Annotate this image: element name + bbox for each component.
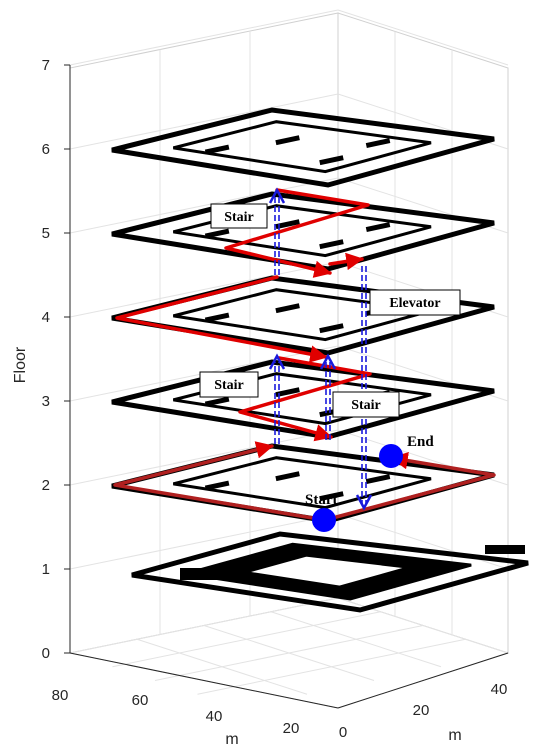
floor-1-wing-left: [180, 568, 225, 580]
z-tick-3: 3: [42, 393, 50, 410]
annotation-stair-upper-text: Stair: [224, 210, 254, 225]
floor-2-room-block-1: [275, 471, 300, 482]
grid-line-z-left-1: [69, 513, 339, 570]
y-axis-line: [337, 652, 509, 709]
grid-line-floor-b-1: [154, 625, 424, 681]
z-tick-4: 4: [42, 309, 50, 326]
floor-5-room-block-2: [365, 222, 391, 233]
x-tick-20: 20: [283, 720, 300, 737]
floor-2-corridor: [172, 456, 432, 510]
x-tick-60: 60: [132, 692, 149, 709]
annotation-stair-lower: Stair: [332, 391, 400, 418]
grid-line-z-left-2: [69, 429, 339, 486]
z-tick-1: 1: [42, 561, 50, 578]
y-tick-40: 40: [491, 681, 508, 698]
floor-6-room-block-2: [365, 138, 391, 149]
floor-4-room-block-1: [275, 303, 300, 314]
grid-line-z-right-5: [337, 177, 509, 234]
floor-6-room-block-1: [275, 135, 300, 146]
z-tick-5: 5: [42, 225, 50, 242]
grid-line-floor-b-2: [197, 638, 466, 695]
end-marker: [379, 444, 403, 468]
y-tick-0: 0: [339, 724, 347, 741]
grid-line-z-left-7: [69, 9, 339, 66]
stair-link-upper: [274, 196, 280, 275]
start-label: Start: [305, 492, 338, 508]
route-paths: [113, 188, 496, 522]
floor-plan-1: [131, 531, 529, 613]
arrow-down-elevator: [355, 494, 373, 511]
grid-line-z-right-7: [337, 9, 509, 66]
elevator-link: [361, 266, 367, 505]
floor-4-room-block-3: [319, 323, 344, 334]
z-axis: 0 1 2 3 4 5 6 7: [42, 57, 71, 662]
grid-line-z-left-5: [69, 177, 339, 234]
z-tick-2: 2: [42, 477, 50, 494]
grid-line-z-right-6: [337, 93, 509, 150]
arrow-up-stair-middle: [268, 353, 286, 370]
floor-5-room-block-1: [275, 219, 300, 230]
vertical-links: [274, 196, 367, 505]
z-tick-7: 7: [42, 57, 50, 74]
floor-6-room-block-0: [204, 144, 230, 155]
route-floor-2-right: [323, 451, 496, 522]
z-tick-0: 0: [42, 645, 50, 662]
annotation-stair-lower-text: Stair: [351, 398, 381, 413]
floor-6-corridor: [172, 120, 432, 174]
route-floor-3: [238, 356, 372, 442]
floor-6-outline: [111, 107, 495, 188]
y-tick-20: 20: [413, 702, 430, 719]
annotation-stair-middle: Stair: [199, 371, 259, 398]
floor-2-room-block-0: [204, 480, 230, 491]
annotation-stair-middle-text: Stair: [214, 378, 244, 393]
vertical-link-arrowheads: [268, 187, 373, 511]
x-axis-line: [69, 652, 339, 709]
route-floor-5-branch: [328, 252, 364, 271]
arrow-up-stair-upper: [268, 187, 286, 204]
start-marker: [312, 508, 336, 532]
floor-6-room-block-3: [319, 155, 344, 166]
stair-link-lower: [325, 362, 331, 440]
floor-1-outline: [131, 531, 529, 613]
grid-line-floor-a-2: [270, 611, 442, 668]
floor-5-room-block-3: [319, 239, 344, 250]
x-axis-label: m: [225, 731, 238, 748]
grid-line-z-left-4: [69, 261, 339, 318]
arrow-up-stair-lower: [319, 353, 337, 370]
annotation-stair-upper: Stair: [210, 203, 268, 229]
grid-line-z-right-3: [337, 345, 509, 402]
floor-3-room-block-0: [204, 396, 230, 407]
grid-line-z-left-6: [69, 93, 339, 150]
y-axis-ticks: 0 20 40: [339, 681, 508, 741]
floor-4-room-block-0: [204, 312, 230, 323]
floor-plan-6: [111, 107, 495, 188]
floor-3-room-block-1: [275, 387, 300, 398]
route-floor-4: [115, 275, 328, 363]
floor-2-room-block-2: [365, 474, 391, 485]
z-axis-label: Floor: [12, 346, 29, 383]
z-tick-6: 6: [42, 141, 50, 158]
floor-2-room-block-3: [319, 491, 344, 502]
floor-1-courtyard: [243, 553, 411, 589]
route-floor-5: [224, 188, 370, 278]
x-axis-ticks: 80 60 40 20: [52, 687, 300, 737]
x-tick-40: 40: [206, 708, 223, 725]
y-axis-label: m: [448, 727, 461, 744]
stair-link-middle: [274, 362, 280, 444]
annotation-elevator-text: Elevator: [389, 296, 440, 311]
floor-5-room-block-0: [204, 228, 230, 239]
floor-1-wing-right: [485, 545, 525, 554]
route-floor-2-left: [113, 441, 327, 522]
annotation-elevator: Elevator: [369, 289, 461, 316]
end-label: End: [407, 434, 434, 450]
x-tick-80: 80: [52, 687, 69, 704]
